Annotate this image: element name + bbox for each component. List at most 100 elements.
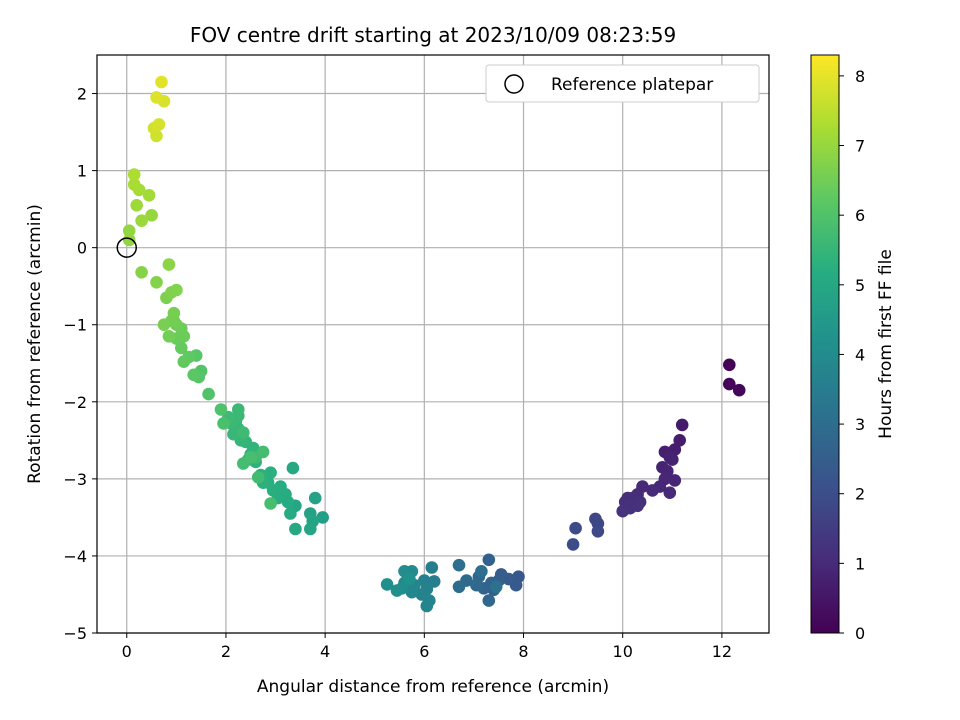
data-point [187,368,200,382]
data-point [135,214,148,227]
data-point [167,306,181,320]
colorbar-tick-label: 2 [855,485,865,504]
data-point [405,585,419,599]
data-point [122,224,136,237]
y-tick-label: 0 [77,239,87,258]
colorbar-tick-label: 4 [855,345,865,364]
data-point [591,525,605,538]
x-tick-label: 2 [221,642,231,661]
data-point [175,341,188,355]
y-tick-label: −4 [63,547,87,566]
x-tick-label: 4 [320,642,330,661]
colorbar-tick-label: 5 [855,276,865,295]
data-point [157,318,171,332]
data-point [316,511,330,524]
data-point [264,497,277,510]
colorbar-tick-label: 1 [855,554,865,573]
data-point [162,258,176,271]
legend-label: Reference platepar [551,75,713,95]
legend-reference-marker [504,74,524,94]
x-tick-label: 12 [712,642,732,661]
data-point [475,565,488,578]
data-point [723,358,736,372]
data-point [150,276,163,289]
data-point [170,283,183,297]
data-point [286,461,300,475]
y-tick-label: 2 [77,85,87,104]
data-point [150,91,163,104]
y-tick-label: −1 [63,316,87,335]
chart-title: FOV centre drift starting at 2023/10/09 … [190,23,676,47]
data-point [646,484,659,497]
data-point [162,330,176,343]
data-point [420,599,434,613]
colorbar-ticks: 0 1 2 3 4 5 6 7 8 [839,67,865,643]
colorbar-tick-label: 0 [855,624,865,643]
data-point [732,383,746,397]
data-point [631,499,644,513]
x-axis-ticks: 0 2 4 6 8 10 12 [122,633,732,661]
y-tick-label: 1 [77,162,87,181]
y-tick-label: −2 [63,393,87,412]
data-point [663,486,677,500]
x-axis-label: Angular distance from reference (arcmin) [257,677,609,697]
data-point [489,580,503,594]
reference-platepar-marker [116,237,138,258]
data-point [673,434,686,447]
y-tick-label: −3 [63,470,87,489]
data-point [663,451,677,464]
legend: Reference platepar [485,64,760,103]
data-point [244,451,257,464]
data-point [425,561,439,574]
data-point [616,504,629,518]
colorbar-tick-label: 6 [855,206,865,225]
x-tick-label: 10 [613,642,633,661]
data-point [227,427,240,441]
data-point [237,426,250,439]
data-point [452,558,466,572]
x-tick-label: 6 [419,642,429,661]
data-point [675,418,689,432]
colorbar: 0 1 2 3 4 5 6 7 8 Hours from first FF file [810,54,896,643]
grid-lines [97,55,769,634]
colorbar-tick-label: 8 [855,67,865,86]
data-point [217,417,230,430]
data-point [284,507,297,520]
y-tick-label: −5 [63,624,87,643]
data-point [304,522,317,536]
data-points [122,75,746,613]
data-point [482,594,496,607]
data-point [152,118,166,131]
data-point [390,584,404,597]
x-tick-label: 0 [122,642,132,661]
data-point [723,377,736,391]
data-point [470,578,483,592]
colorbar-gradient [810,54,840,634]
data-point [145,209,158,222]
data-point [289,522,302,536]
x-tick-label: 8 [518,642,528,661]
data-point [452,580,466,594]
data-point [127,178,141,191]
data-point [202,387,215,401]
data-point [135,266,148,279]
data-point [130,199,143,212]
colorbar-tick-label: 7 [855,137,865,156]
data-point [482,553,496,567]
data-point [566,538,580,551]
plot-frame [96,54,770,634]
data-point [127,168,141,181]
data-point [256,445,270,459]
data-point [214,403,228,416]
data-point [668,474,682,487]
data-point [308,491,322,505]
data-point [403,572,416,586]
y-axis-ticks: −5 −4 −3 −2 −1 0 1 2 [63,85,97,643]
data-point [177,355,191,369]
data-point [264,466,277,480]
data-point [142,189,156,202]
y-axis-label: Rotation from reference (arcmin) [25,204,45,484]
legend-box [485,64,760,103]
data-point [232,403,245,416]
